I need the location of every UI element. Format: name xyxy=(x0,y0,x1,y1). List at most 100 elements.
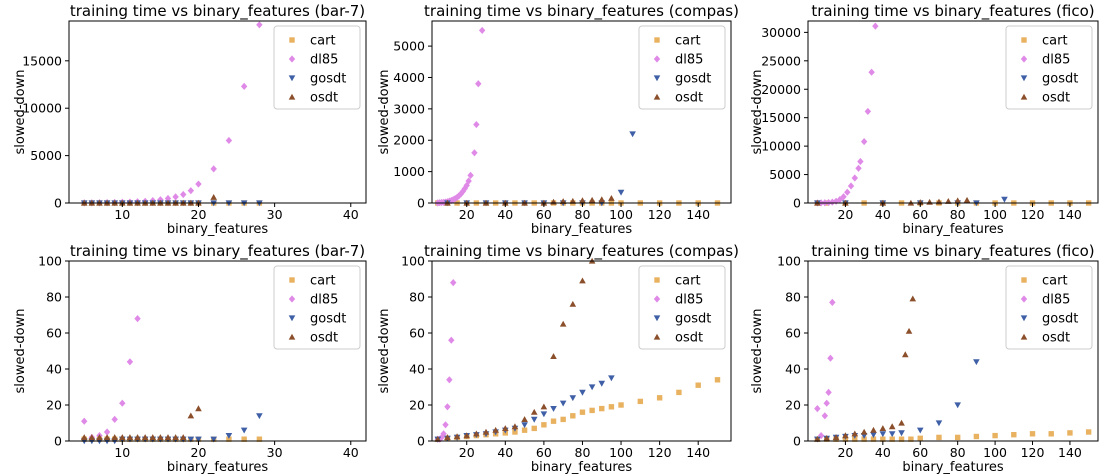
legend-marker xyxy=(288,295,296,303)
data-point xyxy=(901,351,909,358)
data-point xyxy=(569,395,577,402)
x-tick-label: 80 xyxy=(950,207,966,222)
legend-marker xyxy=(1020,75,1028,82)
series-osdt xyxy=(814,295,917,442)
legend-marker xyxy=(653,333,661,340)
legend-label: cart xyxy=(310,34,336,49)
data-point xyxy=(521,416,528,422)
data-point xyxy=(103,434,111,440)
data-point xyxy=(541,422,547,428)
series-osdt xyxy=(444,194,615,206)
subplot-6: training time vs binary_features (fico) 2… xyxy=(750,242,1099,475)
legend: cart dl85 gosdt osdt xyxy=(638,265,726,350)
x-tick-label: 10 xyxy=(114,207,130,222)
subplot-2: training time vs binary_features (compas… xyxy=(377,2,739,237)
y-tick-label: 20000 xyxy=(761,82,801,97)
data-point xyxy=(857,157,864,166)
y-tick-label: 1000 xyxy=(393,164,425,179)
x-tick-label: 40 xyxy=(343,445,359,460)
data-point xyxy=(973,359,980,366)
y-axis-label: slowed-down xyxy=(13,309,28,394)
data-point xyxy=(864,107,872,116)
legend-label: osdt xyxy=(310,331,338,346)
x-tick-label: 140 xyxy=(686,445,710,460)
data-point xyxy=(134,434,141,440)
legend-marker xyxy=(288,315,296,322)
legend-entry-gosdt: gosdt xyxy=(1020,72,1078,87)
data-point xyxy=(870,432,877,438)
data-point xyxy=(550,406,557,412)
data-point xyxy=(241,436,247,442)
x-tick-label: 60 xyxy=(536,207,552,222)
data-point xyxy=(963,196,971,203)
legend-entry-dl85: dl85 xyxy=(1020,53,1070,68)
data-point xyxy=(530,416,538,423)
data-point xyxy=(889,436,895,442)
data-point xyxy=(195,405,202,412)
x-tick-label: 100 xyxy=(609,207,633,222)
chart-title: training time vs binary_features (fico) xyxy=(811,242,1094,261)
data-point xyxy=(829,198,836,206)
x-tick-label: 100 xyxy=(609,445,633,460)
data-point xyxy=(1029,431,1036,437)
legend-entry-dl85: dl85 xyxy=(288,293,338,308)
y-tick-label: 5000 xyxy=(769,167,801,182)
data-point xyxy=(629,131,636,138)
data-point xyxy=(905,327,913,334)
chart-title: training time vs binary_features (bar-7) xyxy=(70,2,365,21)
data-point xyxy=(157,196,164,204)
x-axis-label: binary_features xyxy=(902,460,1004,475)
legend-marker xyxy=(654,277,660,283)
y-tick-label: 3000 xyxy=(393,101,425,116)
legend-label: osdt xyxy=(1042,91,1070,106)
data-point xyxy=(870,426,877,433)
legend-label: gosdt xyxy=(310,312,346,327)
data-point xyxy=(126,358,134,366)
data-point xyxy=(599,405,605,412)
x-tick-label: 20 xyxy=(459,445,475,460)
y-tick-label: 40 xyxy=(46,362,62,377)
data-point xyxy=(973,433,980,440)
data-point xyxy=(187,187,195,195)
data-point xyxy=(827,354,834,362)
legend-entry-cart: cart xyxy=(654,34,701,49)
legend-entry-osdt: osdt xyxy=(653,331,703,346)
data-point xyxy=(569,300,577,307)
legend-marker xyxy=(653,75,661,82)
data-point xyxy=(559,400,567,407)
plot-frame xyxy=(431,260,732,442)
data-point xyxy=(473,120,480,129)
legend-label: cart xyxy=(675,274,701,289)
y-tick-label: 60 xyxy=(46,326,62,341)
data-point xyxy=(473,430,480,437)
legend: cart dl85 gosdt osdt xyxy=(638,25,726,110)
data-points xyxy=(80,315,263,445)
data-point xyxy=(540,411,548,418)
x-tick-label: 140 xyxy=(1058,445,1082,460)
data-point xyxy=(560,416,566,423)
x-tick-label: 120 xyxy=(648,445,672,460)
subplot-3: training time vs binary_features (fico) 2… xyxy=(750,2,1099,237)
legend-entry-osdt: osdt xyxy=(1020,91,1070,106)
data-point xyxy=(608,194,615,201)
y-tick-label: 0 xyxy=(54,196,62,211)
x-tick-label: 80 xyxy=(575,445,591,460)
data-point xyxy=(179,434,187,440)
y-tick-label: 15000 xyxy=(22,53,62,68)
data-point xyxy=(141,434,149,440)
data-point xyxy=(88,434,96,440)
data-point xyxy=(829,298,836,306)
legend-marker xyxy=(1021,37,1027,43)
legend-entry-dl85: dl85 xyxy=(653,53,703,68)
data-point xyxy=(879,425,887,431)
x-axis-label: binary_features xyxy=(531,222,633,237)
data-point xyxy=(569,197,577,204)
data-point xyxy=(111,415,118,423)
legend-marker xyxy=(1020,315,1028,322)
plot-frame xyxy=(68,20,367,204)
data-point xyxy=(821,412,829,420)
data-point xyxy=(559,320,567,327)
data-point xyxy=(1048,431,1054,437)
data-point xyxy=(210,165,217,173)
y-tick-label: 80 xyxy=(46,290,62,305)
